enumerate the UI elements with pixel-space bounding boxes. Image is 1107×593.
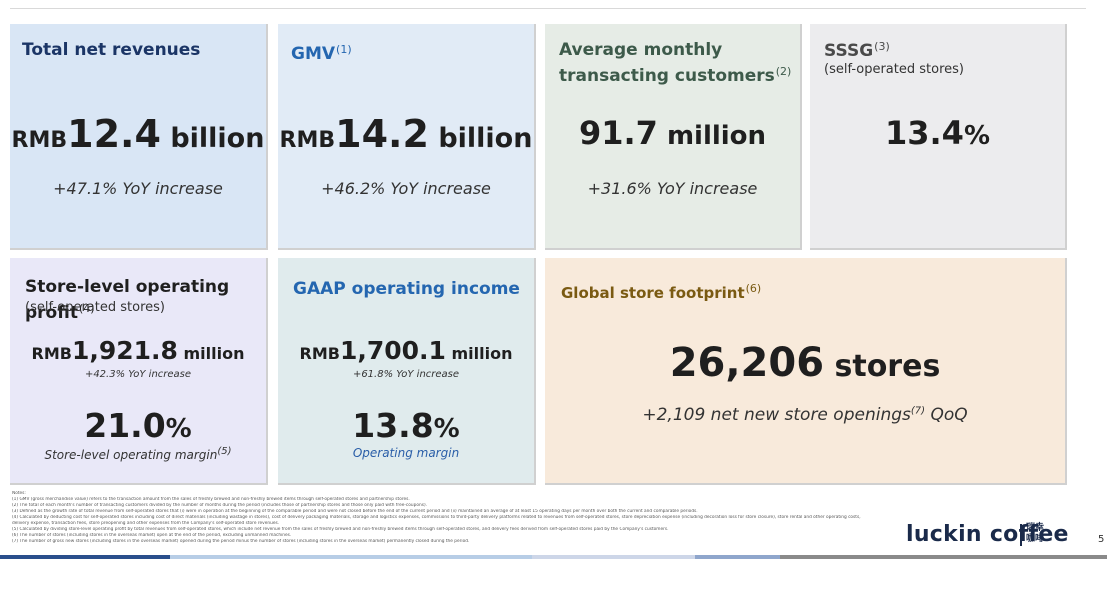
card-title: Store-level operating profit(4) — [25, 277, 230, 323]
store-count-value: 26,206 stores — [669, 340, 941, 386]
transacting-customers-card: Average monthly transacting customers(2) … — [545, 24, 802, 250]
card-title: Average monthly transacting customers(2) — [559, 40, 792, 86]
card-subtitle: (self-operated stores) — [25, 300, 165, 315]
store-profit-value: RMB1,921.8 million — [31, 336, 245, 365]
card-title: GMV(1) — [291, 43, 352, 64]
footnote-item: (7) The number of gross new stores (incl… — [12, 539, 470, 544]
bottom-bar-segment — [532, 555, 695, 559]
operating-margin-label: Operating margin — [352, 446, 460, 460]
customers-value: 91.7 million — [578, 114, 767, 152]
bottom-bar-segment — [170, 555, 532, 559]
operating-margin-value: 13.8% — [352, 406, 460, 445]
card-title: Total net revenues — [22, 40, 201, 60]
footnote-item: (6) The number of stores (including stor… — [12, 533, 292, 538]
footnotes: Notes: (1) GMV (gross merchandise value)… — [12, 491, 892, 545]
card-title: GAAP operating income — [293, 279, 520, 299]
sssg-value: 13.4% — [884, 114, 990, 152]
store-margin-label: Store-level operating margin(5) — [44, 446, 232, 462]
sssg-card: SSSG(3) (self-operated stores) 13.4% — [810, 24, 1067, 250]
net-new-stores-note: +2,109 net new store openings(7) QoQ — [642, 405, 968, 425]
customers-yoy: +31.6% YoY increase — [587, 179, 758, 198]
logo-divider — [1020, 524, 1022, 546]
gmv-card: GMV(1) RMB14.2 billion +46.2% YoY increa… — [278, 24, 536, 250]
bottom-bar-segment — [695, 555, 780, 559]
bottom-bar-segment — [0, 555, 170, 559]
total-net-revenues-card: Total net revenues RMB12.4 billion +47.1… — [10, 24, 268, 250]
store-profit-yoy: +42.3% YoY increase — [84, 369, 192, 380]
logo-chinese-text: 瑞幸 咖啡 — [1026, 523, 1045, 544]
footnote-item: (3) Defined as the growth rate of total … — [12, 509, 698, 514]
footnote-item: (2) The total of each month's number of … — [12, 503, 427, 508]
revenue-yoy: +47.1% YoY increase — [53, 179, 223, 198]
gaap-value: RMB1,700.1 million — [299, 336, 513, 365]
footnote-item: (1) GMV (gross merchandise value) refers… — [12, 497, 410, 502]
revenue-value: RMB12.4 billion — [11, 112, 265, 156]
gmv-value: RMB14.2 billion — [279, 112, 533, 156]
gaap-yoy: +61.8% YoY increase — [352, 369, 460, 380]
footnote-item: (5) Calculated by dividing store-level o… — [12, 527, 669, 532]
bottom-bar-segment — [780, 555, 1107, 559]
store-margin-value: 21.0% — [84, 406, 192, 445]
footnotes-heading: Notes: — [12, 491, 26, 496]
card-title: Global store footprint(6) — [561, 282, 762, 302]
global-store-footprint-card: Global store footprint(6) 26,206 stores … — [545, 258, 1067, 485]
footnote-item: delivery expense, transaction fees, stor… — [12, 521, 280, 526]
card-subtitle: (self-operated stores) — [824, 62, 964, 77]
gaap-operating-income-card: GAAP operating income RMB1,700.1 million… — [278, 258, 536, 485]
footnote-item: (4) Calculated by deducting cost for sel… — [12, 515, 861, 520]
page-number: 5 — [1098, 534, 1105, 545]
card-title: SSSG(3) — [824, 40, 890, 61]
gmv-yoy: +46.2% YoY increase — [321, 179, 491, 198]
luckin-coffee-logo: luckin coffee — [906, 522, 1069, 547]
top-divider — [10, 8, 1086, 9]
store-level-profit-card: Store-level operating profit(4) (self-op… — [10, 258, 268, 485]
